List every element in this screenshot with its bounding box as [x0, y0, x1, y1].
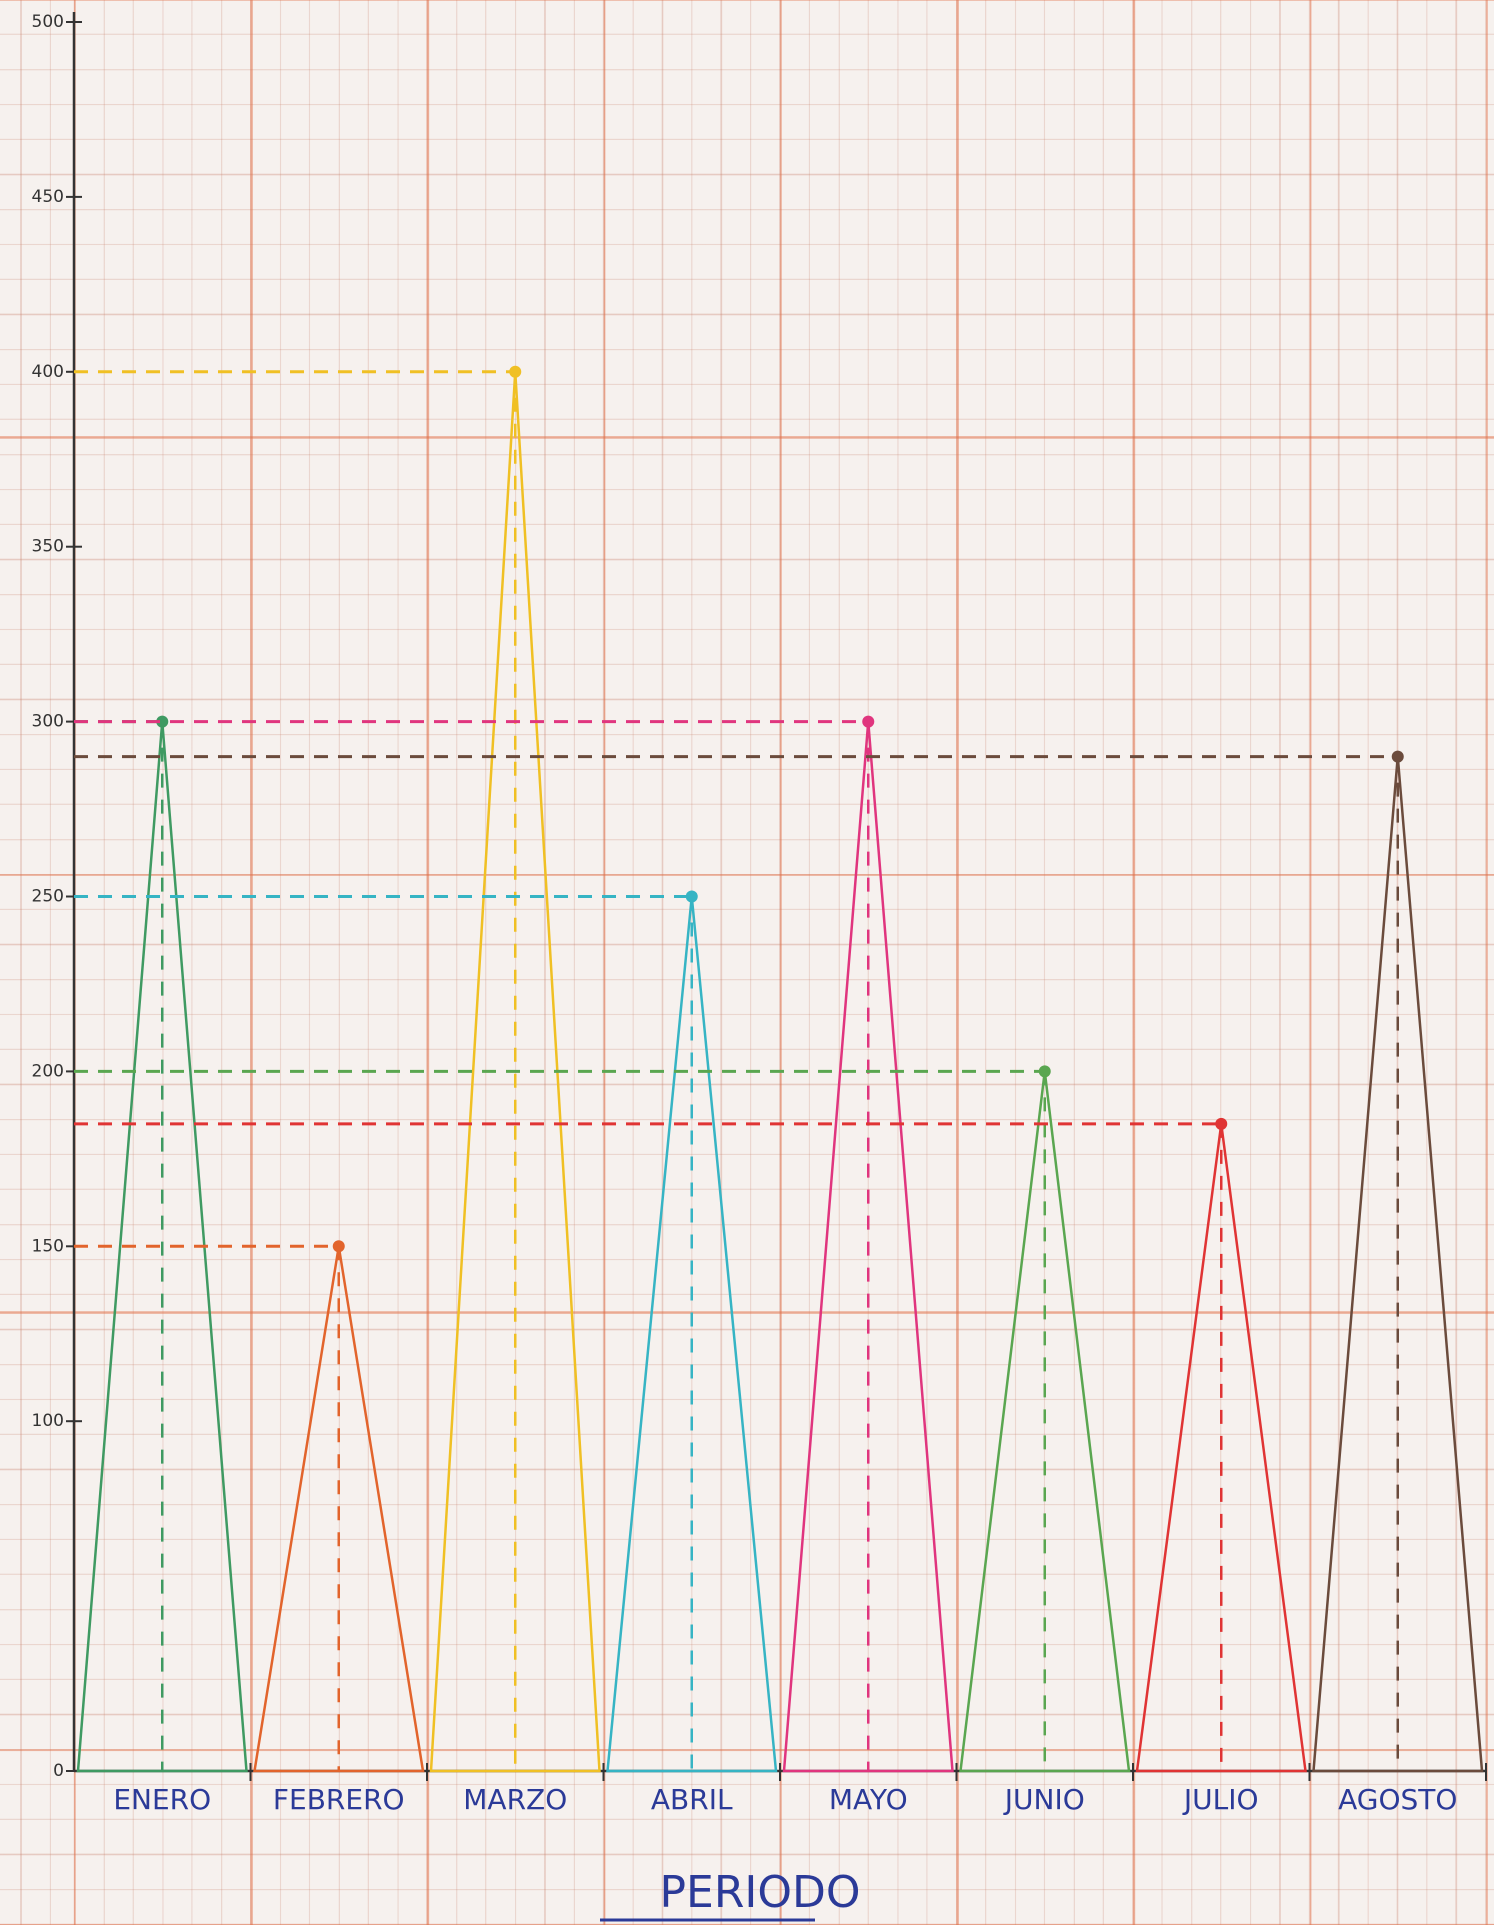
x-tick-label: MARZO [463, 1783, 567, 1816]
x-tick-label: ENERO [113, 1783, 211, 1816]
x-tick-label: AGOSTO [1338, 1783, 1457, 1816]
y-tick-label: 150 [32, 1236, 64, 1256]
y-tick-label: 250 [32, 887, 64, 907]
y-tick-label: 500 [32, 12, 64, 32]
x-tick-label: JULIO [1182, 1783, 1259, 1816]
x-tick-label: ABRIL [651, 1783, 733, 1816]
y-tick-label: 0 [53, 1761, 64, 1781]
peak-dot [1392, 751, 1404, 763]
y-tick-label: 400 [32, 362, 64, 382]
page: PERIODO 0 100 150 200 250 300 350 400 450 500 ENER… [0, 0, 1494, 1925]
x-tick-label: JUNIO [1003, 1783, 1085, 1816]
x-tick-label: FEBRERO [273, 1783, 405, 1816]
x-tick-label: MAYO [829, 1783, 908, 1816]
peak-dot [686, 891, 698, 903]
y-tick-label: 300 [32, 712, 64, 732]
peak-dot [509, 366, 521, 378]
peak-dot [1215, 1118, 1227, 1130]
y-tick-label: 200 [32, 1061, 64, 1081]
y-tick-label: 100 [32, 1411, 64, 1431]
y-tick-label: 450 [32, 187, 64, 207]
peak-dot [1039, 1065, 1051, 1077]
peak-dot [862, 716, 874, 728]
chart: PERIODO 0 100 150 200 250 300 350 400 450 500 ENER… [0, 0, 1494, 1925]
peak-dot [333, 1240, 345, 1252]
x-axis-label: PERIODO [659, 1867, 860, 1918]
y-tick-label: 350 [32, 537, 64, 557]
